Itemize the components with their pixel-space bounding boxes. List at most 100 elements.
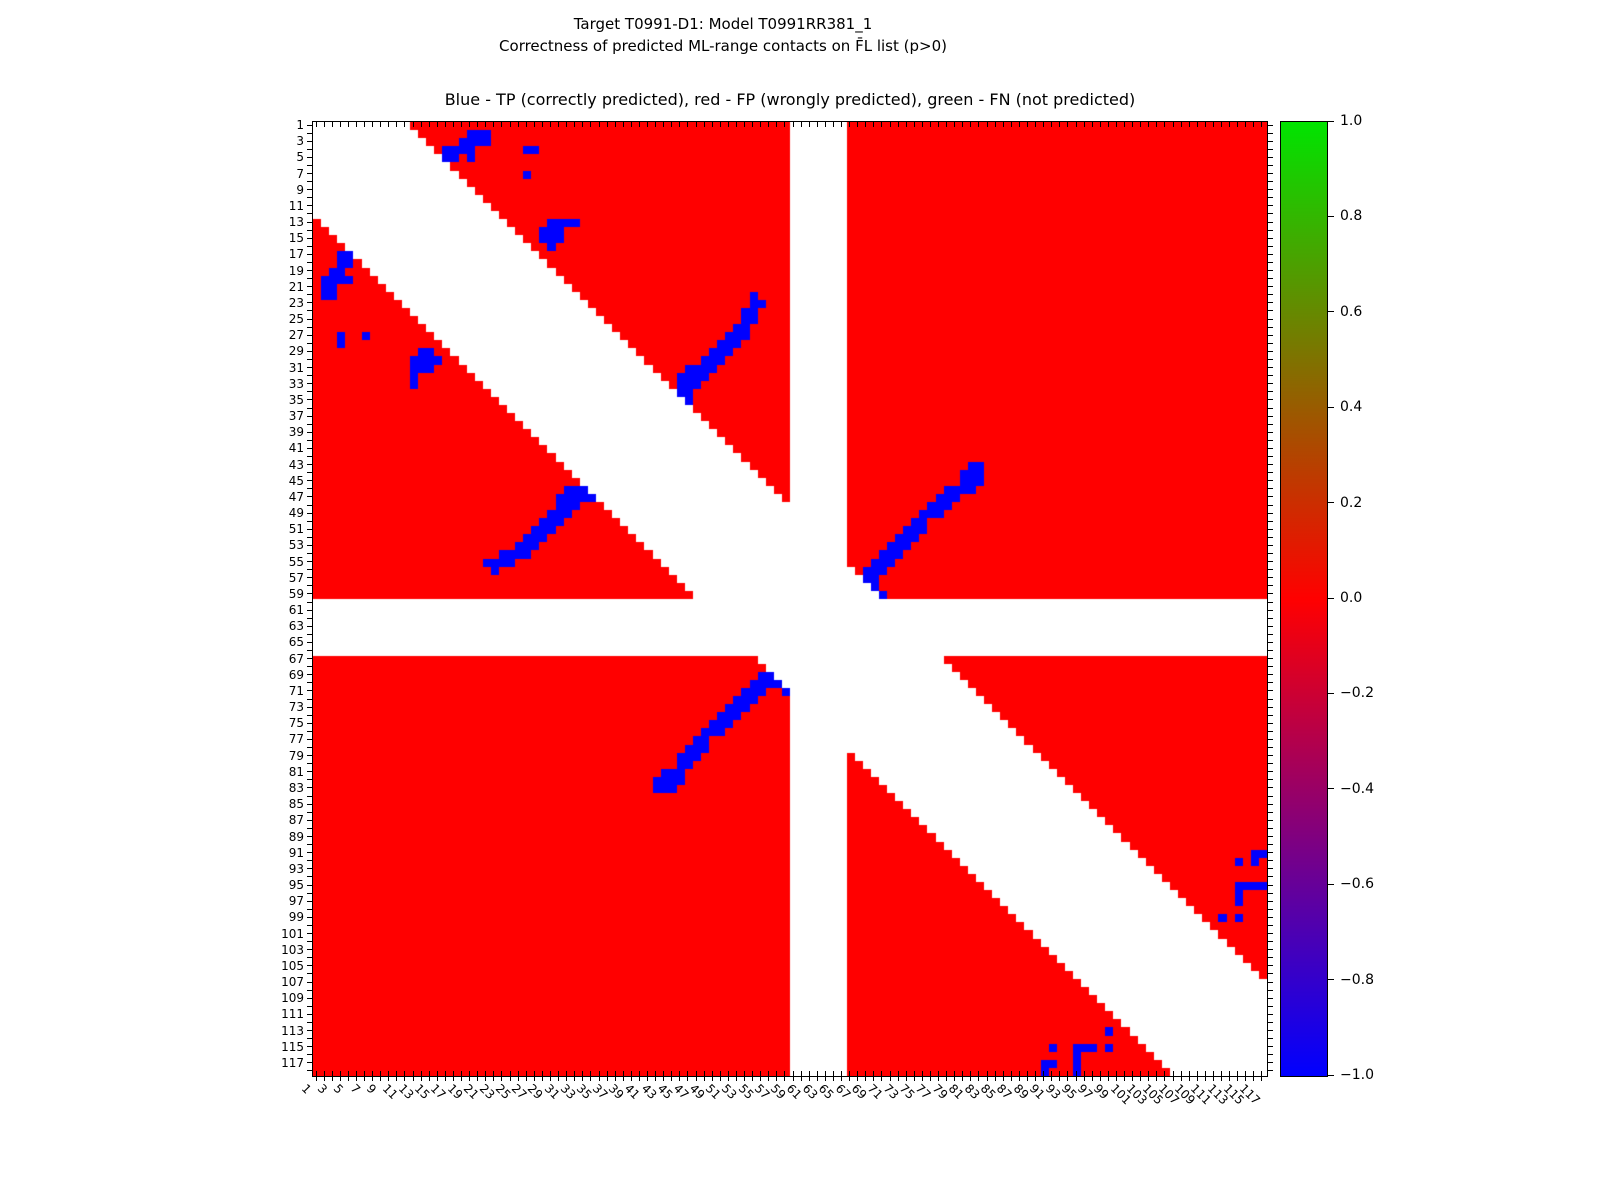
x-tick-label: 69 [848,1081,870,1102]
y-tick-right [1268,439,1273,441]
y-tick-right [1268,310,1273,312]
y-tick-label: 75 [288,716,304,731]
y-tick-right [1268,1046,1273,1048]
colorbar-tick-label: 0.8 [1340,208,1363,225]
y-tick-right [1268,480,1273,482]
x-tick-label: 45 [654,1081,676,1102]
y-tick-right [1268,941,1273,943]
contact-map-plot [312,121,1268,1077]
x-tick-label: 15 [412,1081,433,1102]
y-tick-right [1268,536,1273,538]
y-tick-right [1268,302,1273,304]
y-tick-label: 89 [288,829,304,844]
x-tick-label: 59 [767,1081,789,1102]
y-tick-right [1268,601,1273,603]
y-tick-label: 47 [288,489,304,504]
x-tick-label: 61 [783,1081,805,1102]
y-tick-right [1268,569,1273,571]
y-tick-right [1268,811,1273,813]
colorbar-tick [1328,692,1334,694]
y-tick-right [1268,359,1273,360]
y-tick-label: 69 [288,667,304,682]
x-tick-label: 85 [977,1081,999,1102]
x-tick-label: 79 [929,1081,951,1102]
y-tick-right [1268,229,1273,231]
x-tick-label: 11 [379,1081,401,1102]
y-tick-right [1268,658,1273,660]
x-tick-label: 73 [880,1081,902,1102]
y-tick-label: 41 [288,441,304,456]
x-tick-label: 41 [622,1081,643,1102]
y-tick-right [1268,884,1273,886]
y-tick-right [1268,391,1273,393]
y-tick-label: 9 [296,182,304,197]
y-tick-right [1268,350,1273,352]
y-tick-right [1268,674,1273,676]
y-tick-right [1268,205,1273,207]
x-tick-label: 65 [816,1081,837,1102]
y-tick-right [1268,949,1273,951]
y-tick-label: 73 [288,700,304,715]
y-tick-right [1268,237,1273,239]
x-tick-label: 97 [1074,1081,1096,1102]
colorbar [1280,121,1328,1077]
y-tick-right [1268,367,1273,369]
y-tick-label: 15 [288,231,304,246]
y-tick-right [1268,294,1273,296]
y-tick-right [1268,1005,1273,1007]
y-tick-right [1268,399,1273,401]
y-tick-right [1268,722,1273,724]
y-tick-right [1268,787,1273,789]
x-tick-label: 55 [735,1081,757,1102]
x-tick-label: 109 [1171,1081,1199,1108]
y-tick-label: 29 [288,344,304,359]
x-tick-label: 103 [1123,1081,1150,1108]
x-tick-label: 83 [961,1081,983,1102]
y-tick-label: 17 [288,247,304,262]
y-tick-label: 37 [288,409,304,424]
colorbar-tick-label: −0.8 [1340,971,1374,988]
y-tick-label: 51 [288,522,304,537]
colorbar-tick-label: −0.6 [1340,876,1374,893]
x-tick-label: 89 [1010,1081,1032,1102]
y-tick-label: 63 [288,619,304,634]
y-tick-label: 107 [281,975,304,990]
y-tick-right [1268,803,1273,805]
y-tick-right [1268,876,1273,878]
y-tick-right [1268,528,1273,530]
y-tick-right [1268,1062,1273,1064]
x-tick-label: 81 [945,1081,967,1102]
colorbar-tick-label: 0.4 [1340,399,1363,416]
y-tick-right [1268,666,1273,668]
x-tick-label: 35 [573,1081,595,1102]
y-tick-label: 59 [288,586,304,601]
y-tick-right [1268,690,1273,692]
y-tick-right [1268,1021,1273,1023]
y-tick-right [1268,1030,1273,1032]
colorbar-tick [1328,1074,1334,1076]
x-tick-label: 71 [864,1081,886,1102]
y-tick-label: 57 [288,570,304,585]
y-tick-right [1268,334,1273,336]
y-tick-label: 3 [296,134,304,149]
x-tick-label: 39 [606,1081,627,1102]
x-tick-label: 1 [298,1081,315,1097]
y-tick-label: 97 [288,894,304,909]
x-tick-label: 17 [428,1081,449,1102]
y-tick-label: 31 [288,360,304,375]
y-tick-right [1268,747,1273,749]
y-tick-right [1268,464,1273,466]
y-tick-right [1268,132,1273,134]
x-tick-label: 27 [509,1081,530,1102]
y-tick-label: 111 [281,1007,304,1022]
y-tick-right [1268,173,1273,175]
y-tick-label: 81 [288,764,304,779]
y-tick-label: 53 [288,538,304,553]
colorbar-tick [1328,406,1334,408]
y-tick-label: 83 [288,780,304,795]
y-tick-right [1268,415,1273,417]
y-tick-right [1268,1070,1273,1072]
y-tick-right [1268,488,1273,490]
y-tick-right [1268,868,1273,870]
x-tick-label: 53 [719,1081,740,1102]
